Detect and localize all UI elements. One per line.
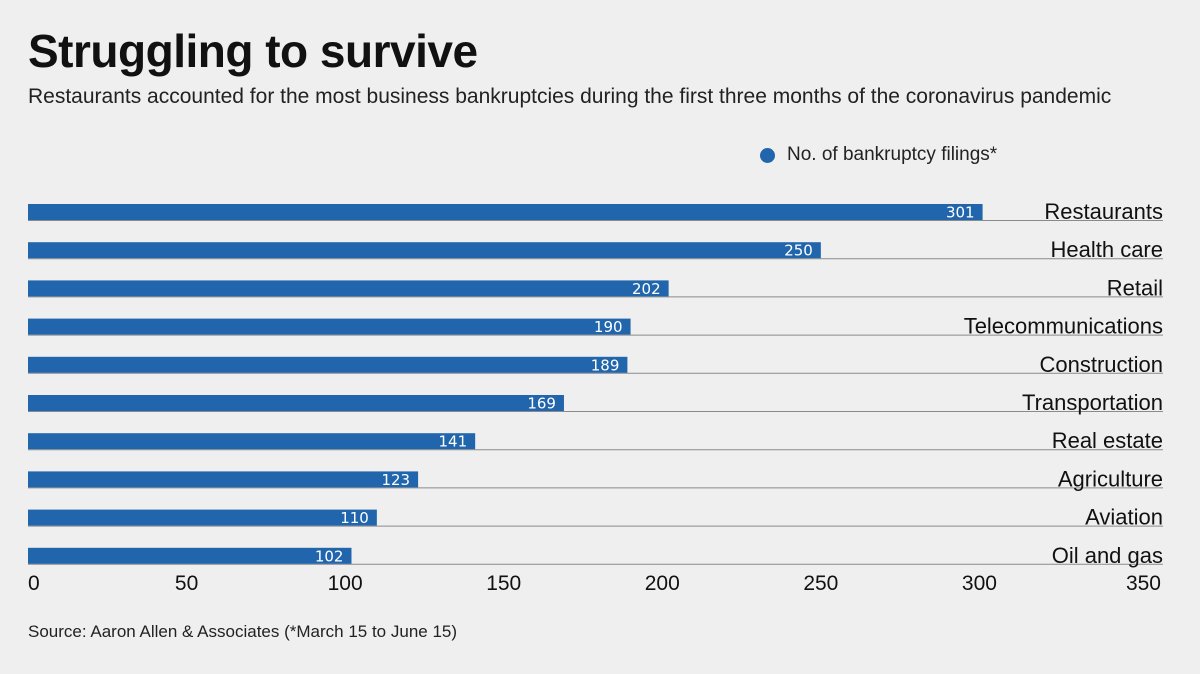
category-label: Health care [1050, 237, 1163, 262]
category-label: Agriculture [1058, 466, 1163, 491]
legend-swatch [760, 147, 775, 163]
bar-value-label: 250 [784, 242, 813, 260]
bar [28, 509, 377, 526]
category-label: Transportation [1022, 390, 1163, 415]
chart-subtitle: Restaurants accounted for the most busin… [28, 85, 1112, 108]
bar-value-label: 189 [591, 356, 620, 374]
bar-value-label: 102 [315, 547, 344, 565]
bar [28, 242, 821, 259]
category-label: Restaurants [1044, 199, 1163, 224]
bar-value-label: 301 [946, 204, 975, 222]
legend-label: No. of bankruptcy filings* [787, 144, 998, 165]
chart-title: Struggling to survive [28, 25, 478, 77]
category-label: Oil and gas [1052, 543, 1163, 568]
x-tick-label: 0 [28, 572, 40, 595]
bar [28, 204, 983, 220]
bar [28, 318, 631, 335]
bar-value-label: 202 [632, 280, 661, 298]
bar [28, 280, 669, 297]
bar-value-label: 123 [381, 471, 410, 489]
bar [28, 547, 352, 564]
bar-value-label: 169 [527, 395, 556, 413]
bar [28, 395, 564, 411]
x-tick-label: 300 [962, 572, 997, 595]
category-label: Telecommunications [964, 314, 1163, 339]
x-tick-label: 150 [486, 572, 521, 595]
x-tick-label: 350 [1126, 572, 1161, 595]
category-label: Aviation [1085, 505, 1163, 530]
x-tick-label: 250 [803, 572, 838, 595]
bar-value-label: 110 [340, 509, 369, 527]
category-label: Retail [1107, 275, 1163, 300]
bar [28, 471, 419, 488]
source-note: Source: Aaron Allen & Associates (*March… [28, 622, 458, 641]
x-tick-label: 200 [645, 572, 680, 595]
bar [28, 433, 476, 450]
x-tick-label: 50 [175, 572, 198, 595]
category-label: Construction [1039, 352, 1163, 377]
legend: No. of bankruptcy filings* [760, 144, 997, 166]
bar-value-label: 141 [439, 433, 468, 451]
category-label: Real estate [1052, 428, 1163, 453]
x-tick-label: 100 [328, 572, 363, 595]
bar-value-label: 190 [594, 318, 623, 336]
bar [28, 356, 628, 373]
